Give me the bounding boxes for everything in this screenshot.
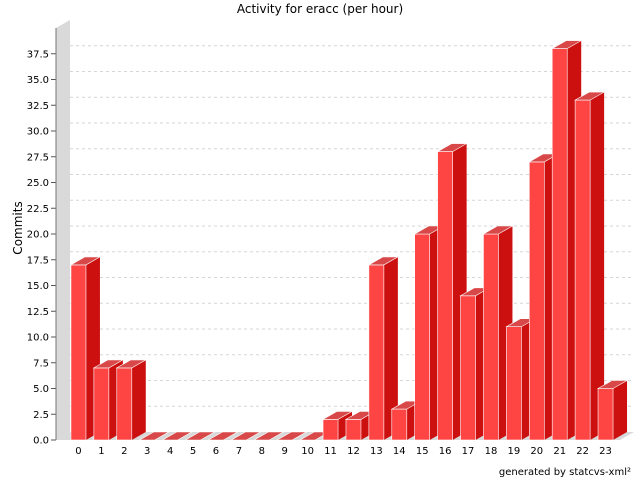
- bar-top: [551, 40, 583, 49]
- bar-front: [70, 264, 87, 441]
- bars: [69, 40, 629, 441]
- bar-front: [483, 233, 499, 441]
- bar-front: [506, 326, 522, 441]
- bar-top: [69, 256, 102, 266]
- x-tick-label: 20: [530, 446, 543, 457]
- bar-top: [115, 359, 147, 369]
- x-tick-label: 8: [259, 446, 265, 457]
- bar: [207, 431, 239, 441]
- y-tick-label: 25.0: [27, 178, 49, 189]
- bar-top: [230, 431, 262, 441]
- y-axis-label: Commits: [11, 201, 25, 254]
- x-tick-label: 2: [121, 446, 127, 457]
- x-tick-label: 10: [301, 446, 314, 457]
- x-tick-label: 18: [485, 446, 498, 457]
- bar-front: [597, 388, 614, 441]
- x-tick-label: 14: [393, 446, 406, 457]
- y-tick-label: 37.5: [27, 49, 49, 60]
- bar-front: [437, 151, 453, 441]
- bar: [596, 380, 629, 441]
- y-tick-label: 10.0: [27, 333, 49, 344]
- bar-top: [184, 431, 216, 441]
- x-tick-label: 23: [599, 446, 612, 457]
- x-tick-label: 22: [576, 446, 589, 457]
- x-tick-label: 13: [370, 446, 383, 457]
- bar-front: [93, 367, 110, 441]
- bar: [161, 431, 193, 441]
- x-tick-label: 17: [462, 446, 475, 457]
- x-tick-label: 16: [439, 446, 452, 457]
- x-tick-label: 1: [98, 446, 104, 457]
- bar-front: [414, 233, 431, 441]
- bar-top: [207, 431, 239, 441]
- bar-front: [551, 48, 568, 441]
- y-tick-label: 2.5: [33, 410, 49, 421]
- bar-top: [482, 225, 514, 235]
- bar-side: [383, 256, 398, 440]
- y-tick-label: 30.0: [27, 127, 49, 138]
- x-tick-label: 4: [167, 446, 173, 457]
- x-tick-label: 3: [144, 446, 150, 457]
- y-tick-label: 7.5: [33, 358, 49, 369]
- x-axis-ticks: 0 1 2 3 4 5 6 7 8 9 10 11 12 13 14 15 16 17 18 19 20 21 22 23: [75, 446, 612, 457]
- bar-top: [367, 256, 400, 266]
- bar-top: [276, 431, 308, 441]
- bar-top: [253, 431, 285, 441]
- bar: [276, 431, 308, 441]
- y-tick-label: 0.0: [33, 436, 49, 447]
- x-tick-label: 5: [190, 446, 196, 457]
- x-tick-label: 19: [508, 446, 521, 457]
- x-tick-label: 7: [236, 446, 242, 457]
- y-tick-label: 15.0: [27, 281, 49, 292]
- bar-side: [590, 92, 605, 440]
- y-tick-label: 5.0: [33, 384, 49, 395]
- bar-top: [321, 411, 354, 420]
- bar-front: [116, 367, 133, 441]
- bar-side: [131, 359, 146, 440]
- x-tick-label: 11: [324, 446, 337, 457]
- bar: [367, 256, 400, 441]
- chart-title: Activity for eracc (per hour): [237, 2, 403, 16]
- y-tick-label: 35.0: [27, 75, 49, 86]
- x-tick-label: 12: [347, 446, 360, 457]
- bar-front: [528, 161, 545, 441]
- bar: [573, 91, 606, 441]
- y-tick-label: 22.5: [27, 204, 49, 215]
- y-tick-label: 17.5: [27, 255, 49, 266]
- x-tick-label: 15: [416, 446, 429, 457]
- bar-top: [161, 431, 193, 441]
- bar-front: [368, 264, 385, 441]
- x-tick-label: 9: [282, 446, 288, 457]
- chart-left-wall: [56, 20, 70, 440]
- y-tick-label: 27.5: [27, 152, 49, 163]
- x-tick-label: 6: [213, 446, 219, 457]
- y-axis-ticks: 0.0 2.5 5.0 7.5 10.0 12.5 15.0 17.5 20.0 22.5 25.0…: [27, 28, 57, 447]
- bar: [230, 431, 262, 441]
- y-tick-label: 20.0: [27, 230, 49, 241]
- y-tick-label: 32.5: [27, 101, 49, 112]
- bar: [138, 431, 170, 441]
- bar: [253, 431, 285, 441]
- bar-side: [613, 380, 628, 440]
- x-tick-label: 0: [75, 446, 81, 457]
- bar: [551, 40, 583, 441]
- bar-front: [391, 408, 408, 441]
- bar-top: [596, 380, 629, 389]
- footer-credit: generated by statcvs-xml²: [499, 467, 631, 478]
- bar-top: [138, 431, 170, 441]
- bar-top: [92, 359, 125, 369]
- bar: [184, 431, 216, 441]
- bar-front: [460, 295, 476, 441]
- x-tick-label: 21: [553, 446, 566, 457]
- bar-top: [436, 143, 468, 152]
- bar-front: [322, 419, 339, 441]
- bar: [115, 359, 147, 441]
- bar-front: [345, 419, 362, 441]
- y-tick-label: 12.5: [27, 307, 49, 318]
- bar-top: [573, 91, 606, 101]
- bar-front: [574, 99, 591, 441]
